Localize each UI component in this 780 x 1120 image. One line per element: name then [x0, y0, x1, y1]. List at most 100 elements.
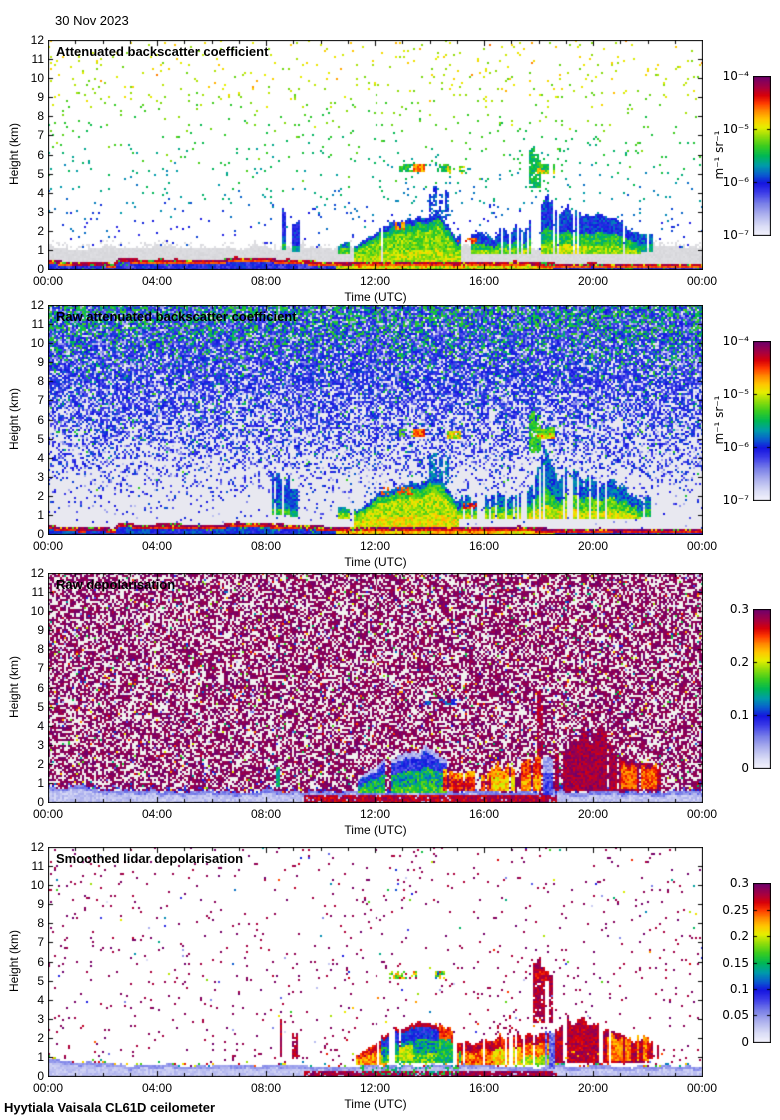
colorbar-tick-label: 10⁻⁴ — [722, 69, 749, 83]
y-tick-label: 5 — [37, 167, 44, 181]
x-tick-label: 00:00 — [32, 539, 64, 553]
panel-2-title: Raw attenuated backscatter coefficient — [56, 309, 297, 324]
x-tick-label: 12:00 — [359, 274, 391, 288]
x-tick-label: 20:00 — [577, 274, 609, 288]
y-tick-label: 6 — [37, 681, 44, 695]
y-tick-label: 5 — [37, 974, 44, 988]
x-tick-label: 04:00 — [141, 274, 173, 288]
y-tick-label: 0 — [37, 527, 44, 541]
y-axis-label: Height (km) — [7, 123, 21, 186]
y-tick-label: 1 — [37, 508, 44, 522]
y-tick-label: 8 — [37, 109, 44, 123]
x-tick-label: 08:00 — [250, 807, 282, 821]
x-axis-label: Time (UTC) — [344, 555, 407, 569]
x-tick-label: 20:00 — [577, 539, 609, 553]
y-tick-label: 10 — [30, 71, 44, 85]
x-tick-label: 16:00 — [468, 807, 500, 821]
x-axis-label: Time (UTC) — [344, 823, 407, 837]
instrument-label: Hyytiala Vaisala CL61D ceilometer — [4, 1100, 216, 1115]
x-axis-label: Time (UTC) — [344, 1097, 407, 1111]
x-tick-label: 00:00 — [32, 1081, 64, 1095]
y-tick-label: 2 — [37, 224, 44, 238]
colorbar-unit-label: m⁻¹ sr⁻¹ — [712, 130, 726, 180]
y-tick-label: 7 — [37, 661, 44, 675]
y-axis-label: Height (km) — [7, 930, 21, 993]
y-tick-label: 7 — [37, 128, 44, 142]
colorbar-tick-label: 0.2 — [729, 929, 749, 943]
y-tick-label: 1 — [37, 776, 44, 790]
colorbar-tick-label: 0.25 — [722, 903, 749, 917]
y-tick-label: 12 — [30, 33, 44, 47]
x-tick-label: 12:00 — [359, 539, 391, 553]
y-tick-label: 4 — [37, 451, 44, 465]
x-tick-label: 00:00 — [686, 274, 718, 288]
colorbar-tick-label: 0 — [741, 1035, 749, 1049]
y-tick-label: 3 — [37, 1012, 44, 1026]
panel-3-title: Raw depolarisation — [56, 577, 176, 592]
y-tick-label: 2 — [37, 1031, 44, 1045]
y-tick-label: 9 — [37, 623, 44, 637]
y-tick-label: 3 — [37, 738, 44, 752]
y-tick-label: 11 — [31, 585, 44, 599]
y-tick-label: 0 — [37, 795, 44, 809]
y-tick-label: 0 — [37, 1069, 44, 1083]
y-tick-label: 12 — [30, 298, 44, 312]
x-tick-label: 00:00 — [686, 1081, 718, 1095]
x-axis-label: Time (UTC) — [344, 290, 407, 304]
y-tick-label: 10 — [30, 878, 44, 892]
panel-1-colorbar — [753, 76, 771, 236]
x-tick-label: 16:00 — [468, 539, 500, 553]
colorbar-tick-label: 0 — [741, 761, 749, 775]
colorbar-tick-label: 0.3 — [729, 602, 749, 616]
colorbar-tick-label: 10⁻⁵ — [722, 387, 749, 401]
panel-4-colorbar — [753, 883, 771, 1043]
colorbar-tick-label: 0.1 — [729, 708, 749, 722]
x-tick-label: 04:00 — [141, 807, 173, 821]
colorbar-tick-label: 0.15 — [722, 956, 749, 970]
y-tick-label: 4 — [37, 993, 44, 1007]
panel-1-backscatter-heatmap — [48, 40, 703, 270]
y-axis-label: Height (km) — [7, 388, 21, 451]
x-tick-label: 00:00 — [686, 539, 718, 553]
panel-2-colorbar — [753, 341, 771, 501]
y-tick-label: 9 — [37, 90, 44, 104]
y-tick-label: 10 — [30, 336, 44, 350]
y-tick-label: 0 — [37, 262, 44, 276]
date-label: 30 Nov 2023 — [55, 13, 129, 28]
panel-3-raw-depolarisation-heatmap — [48, 573, 703, 803]
x-tick-label: 20:00 — [577, 807, 609, 821]
y-tick-label: 11 — [31, 859, 44, 873]
y-tick-label: 7 — [37, 935, 44, 949]
y-tick-label: 9 — [37, 897, 44, 911]
y-tick-label: 7 — [37, 393, 44, 407]
colorbar-tick-label: 0.05 — [722, 1008, 749, 1022]
y-tick-label: 5 — [37, 432, 44, 446]
y-tick-label: 3 — [37, 205, 44, 219]
panel-3-colorbar — [753, 609, 771, 769]
colorbar-tick-label: 10⁻⁵ — [722, 122, 749, 136]
x-tick-label: 16:00 — [468, 274, 500, 288]
colorbar-tick-label: 10⁻⁶ — [722, 175, 749, 189]
y-tick-label: 6 — [37, 413, 44, 427]
colorbar-tick-label: 0.1 — [729, 982, 749, 996]
colorbar-tick-label: 10⁻⁴ — [722, 334, 749, 348]
y-tick-label: 10 — [30, 604, 44, 618]
y-tick-label: 2 — [37, 757, 44, 771]
y-tick-label: 9 — [37, 355, 44, 369]
colorbar-tick-label: 10⁻⁶ — [722, 440, 749, 454]
y-tick-label: 8 — [37, 374, 44, 388]
x-tick-label: 12:00 — [359, 1081, 391, 1095]
colorbar-unit-label: m⁻¹ sr⁻¹ — [712, 395, 726, 445]
y-tick-label: 5 — [37, 700, 44, 714]
y-tick-label: 8 — [37, 642, 44, 656]
panel-4-title: Smoothed lidar depolarisation — [56, 851, 244, 866]
colorbar-tick-label: 0.3 — [729, 876, 749, 890]
x-tick-label: 20:00 — [577, 1081, 609, 1095]
x-tick-label: 00:00 — [686, 807, 718, 821]
colorbar-tick-label: 10⁻⁷ — [722, 228, 749, 242]
x-tick-label: 04:00 — [141, 539, 173, 553]
y-axis-label: Height (km) — [7, 656, 21, 719]
y-tick-label: 3 — [37, 470, 44, 484]
x-tick-label: 08:00 — [250, 274, 282, 288]
